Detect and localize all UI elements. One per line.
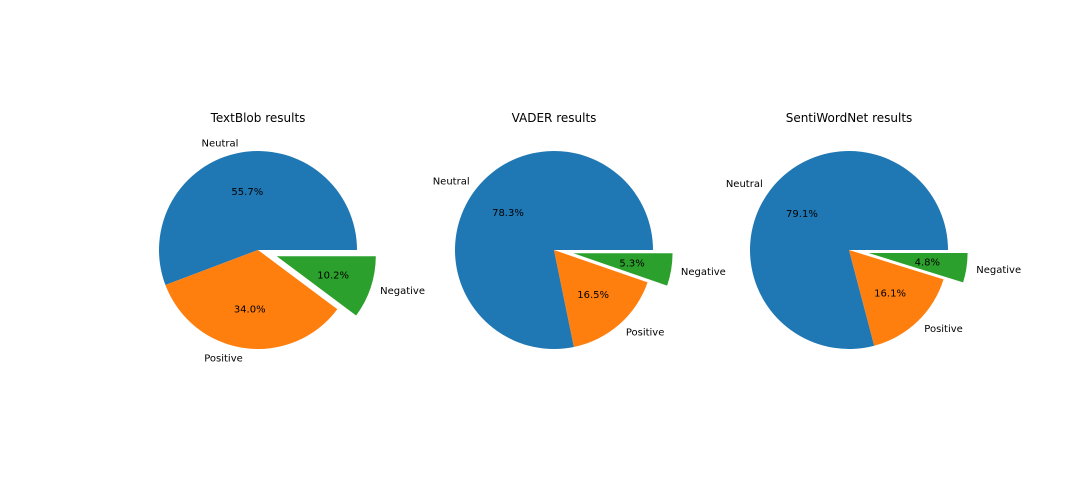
pie-slice-negative [573, 253, 673, 286]
slice-label-negative: Negative [681, 267, 726, 278]
pie-chart-vader: VADER results Neutral 78.3% Positive 16.5% N… [433, 111, 726, 350]
pie-slice-negative [276, 256, 376, 316]
pct-label-negative: 5.3% [619, 259, 644, 270]
pie-slice-neutral [750, 150, 948, 349]
chart-title: SentiWordNet results [786, 111, 913, 125]
slice-label-neutral: Neutral [433, 177, 470, 188]
pie-slice-negative [868, 252, 968, 283]
slice-label-neutral: Neutral [726, 179, 763, 190]
pct-label-positive: 34.0% [234, 304, 266, 315]
chart-title: TextBlob results [210, 111, 306, 125]
pct-label-neutral: 55.7% [231, 187, 263, 198]
slice-label-positive: Positive [626, 327, 665, 338]
pct-label-negative: 10.2% [317, 270, 349, 281]
slice-label-positive: Positive [204, 353, 243, 364]
pct-label-positive: 16.1% [874, 288, 906, 299]
pie-slice-positive [554, 250, 648, 347]
pct-label-negative: 4.8% [915, 257, 940, 268]
pct-label-positive: 16.5% [577, 290, 609, 301]
pie-slice-neutral [455, 151, 653, 350]
pie-slice-positive [849, 250, 944, 346]
slice-label-negative: Negative [380, 286, 425, 297]
pie-slice-positive [165, 250, 338, 349]
slice-label-negative: Negative [976, 265, 1021, 276]
pie-chart-sentiwordnet: SentiWordNet results Neutral 79.1% Positiv… [726, 111, 1021, 349]
pie-chart-textblob: TextBlob results Neutral 55.7% Positive 34.… [159, 111, 425, 364]
slice-label-neutral: Neutral [201, 138, 238, 149]
pct-label-neutral: 78.3% [492, 208, 524, 219]
pct-label-neutral: 79.1% [786, 209, 818, 220]
pie-slice-neutral [159, 150, 357, 286]
slice-label-positive: Positive [924, 324, 963, 335]
chart-title: VADER results [512, 111, 597, 125]
